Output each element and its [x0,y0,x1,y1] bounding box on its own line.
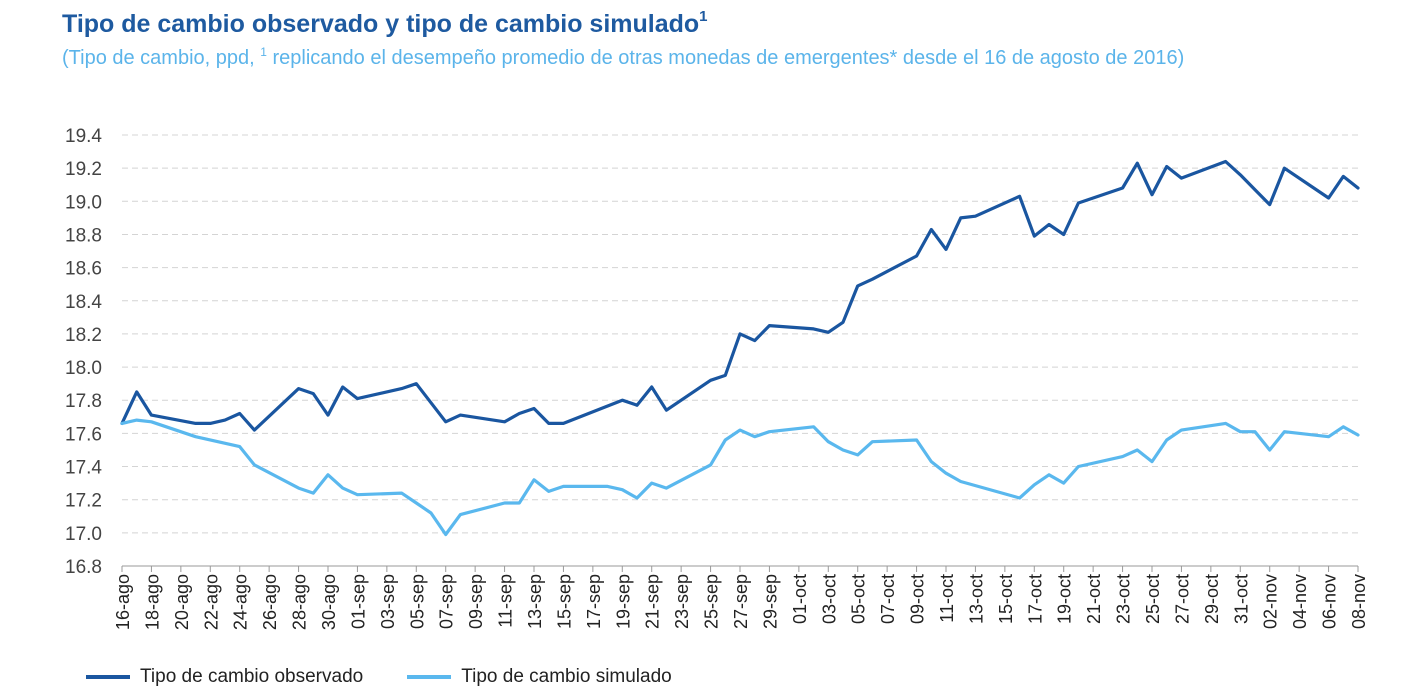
x-tick-label: 31-oct [1231,574,1251,624]
x-tick-label: 19-oct [1055,574,1075,624]
y-tick-label: 17.4 [65,458,102,479]
x-tick-label: 01-oct [790,574,810,624]
x-tick-label: 05-sep [407,574,427,629]
y-tick-label: 18.0 [65,358,102,379]
y-tick-label: 19.4 [65,126,102,147]
y-tick-label: 17.6 [65,424,102,445]
subtitle-footnote-mark: 1 [260,45,267,59]
x-tick-label: 04-nov [1290,574,1310,629]
x-tick-label: 20-ago [172,574,192,630]
x-tick-label: 19-sep [613,574,633,629]
x-tick-label: 22-ago [201,574,221,630]
x-tick-label: 16-ago [113,574,133,630]
y-tick-label: 17.2 [65,491,102,512]
series-line-observado [120,159,1360,432]
x-tick-label: 01-sep [348,574,368,629]
y-tick-label: 16.8 [65,557,102,578]
y-tick-label: 18.8 [65,225,102,246]
x-tick-label: 27-oct [1172,574,1192,624]
y-tick-label: 18.2 [65,325,102,346]
x-tick-label: 05-oct [849,574,869,624]
chart-title-text: Tipo de cambio observado y tipo de cambi… [62,10,700,38]
x-tick-label: 28-ago [290,574,310,630]
x-tick-label: 24-ago [231,574,251,630]
x-tick-label: 17-oct [1025,574,1045,624]
y-tick-label: 17.8 [65,391,102,412]
legend-label-observado: Tipo de cambio observado [140,666,364,687]
x-tick-label: 26-ago [260,574,280,630]
x-tick-label: 03-sep [378,574,398,629]
x-tick-label: 11-sep [496,574,516,628]
chart-title: Tipo de cambio observado y tipo de cambi… [62,8,708,39]
x-tick-label: 15-sep [554,574,574,629]
legend-swatch-simulado [407,675,452,679]
x-tick-label: 21-sep [643,574,663,629]
y-tick-label: 19.2 [65,159,102,180]
chart-title-footnote-mark: 1 [699,8,708,25]
exchange-rate-chart: 16.8 17.0 17.2 17.4 17.6 17.8 18.0 18.2 18.4 18.6… [65,126,1369,630]
x-tick-label: 08-nov [1349,574,1369,629]
chart-subtitle: (Tipo de cambio, ppd, 1 replicando el de… [62,42,1312,69]
legend-swatch-observado [86,675,130,679]
chart-legend: Tipo de cambio observado Tipo de cambio … [86,666,716,688]
series-line-simulado [120,418,1360,537]
x-tick-label: 13-sep [525,574,545,629]
x-tick-label: 09-sep [466,574,486,629]
x-tick-label: 18-ago [142,574,162,630]
subtitle-part-2: replicando el desempeño promedio de otra… [266,47,1185,69]
x-tick-label: 29-oct [1202,574,1222,624]
x-tick-label: 09-oct [908,574,928,624]
x-tick-label: 07-sep [437,574,457,629]
x-tick-label: 13-oct [966,574,986,624]
x-tick-label: 25-sep [702,574,722,629]
y-tick-label: 17.0 [65,524,102,545]
legend-label-simulado: Tipo de cambio simulado [461,666,672,687]
y-tick-label: 19.0 [65,192,102,213]
x-tick-label: 30-ago [319,574,339,630]
legend-item-simulado: Tipo de cambio simulado [407,666,672,688]
x-tick-label: 15-oct [996,574,1016,624]
x-tick-label: 03-oct [819,574,839,624]
x-tick-label: 07-oct [878,574,898,624]
x-tick-label: 29-sep [760,574,780,629]
x-tick-label: 21-oct [1084,574,1104,624]
x-tick-label: 25-oct [1143,574,1163,624]
x-tick-label: 06-nov [1320,574,1340,629]
x-tick-label: 02-nov [1261,574,1281,629]
x-tick-label: 23-oct [1114,574,1134,624]
x-tick-label: 11-oct [937,574,957,623]
y-tick-label: 18.6 [65,259,102,280]
y-tick-label: 18.4 [65,292,102,313]
x-tick-label: 23-sep [672,574,692,629]
legend-item-observado: Tipo de cambio observado [86,666,363,688]
x-tick-label: 17-sep [584,574,604,629]
x-tick-label: 27-sep [731,574,751,629]
subtitle-part-1: (Tipo de cambio, ppd, [62,47,261,69]
